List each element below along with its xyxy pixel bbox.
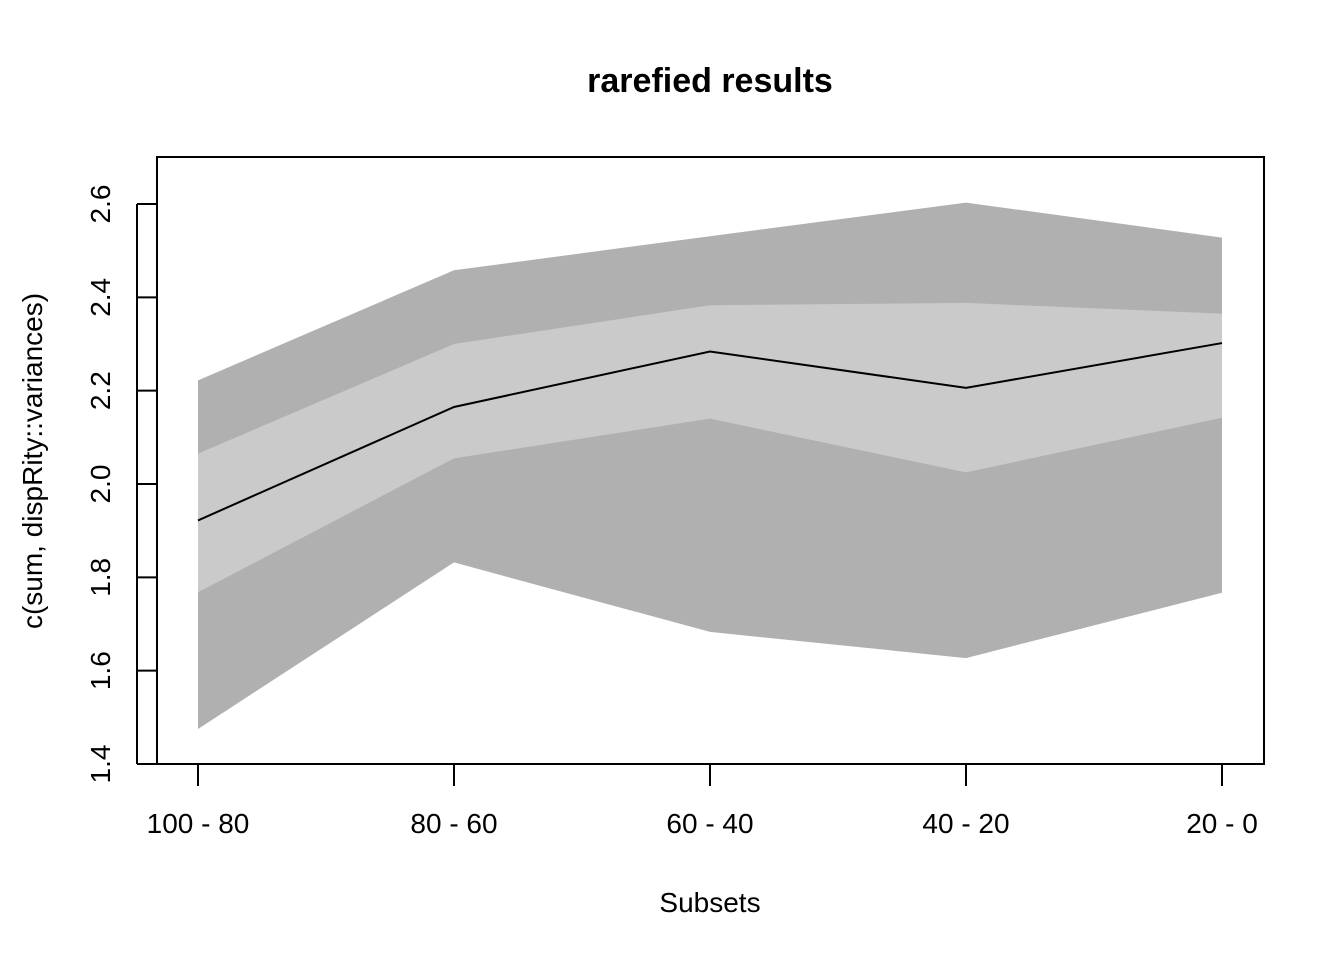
y-tick-label: 1.4 (85, 745, 116, 784)
series-line-0 (197, 342, 1223, 522)
band-inner (198, 302, 1222, 593)
x-tick-label: 20 - 0 (1186, 808, 1258, 839)
x-axis: 100 - 80 80 - 60 60 - 40 40 - 20 20 - 0 (147, 764, 1258, 839)
y-tick-label: 2.2 (85, 371, 116, 410)
x-tick-label: 60 - 40 (666, 808, 753, 839)
y-axis-label: c(sum, dispRity::variances) (17, 293, 48, 629)
x-tick-label: 80 - 60 (410, 808, 497, 839)
y-axis: 1.4 1.6 1.8 2.0 2.2 2.4 2.6 (85, 185, 157, 784)
x-tick-label: 40 - 20 (922, 808, 1009, 839)
chart-title: rarefied results (587, 62, 833, 100)
confidence-bands (198, 202, 1222, 730)
y-tick-label: 1.6 (85, 651, 116, 690)
y-tick-label: 2.6 (85, 185, 116, 224)
y-tick-label: 1.8 (85, 558, 116, 597)
y-tick-label: 2.4 (85, 278, 116, 317)
series-lines (197, 342, 1223, 522)
x-axis-label: Subsets (659, 887, 760, 918)
y-tick-label: 2.0 (85, 465, 116, 504)
x-tick-label: 100 - 80 (147, 808, 250, 839)
